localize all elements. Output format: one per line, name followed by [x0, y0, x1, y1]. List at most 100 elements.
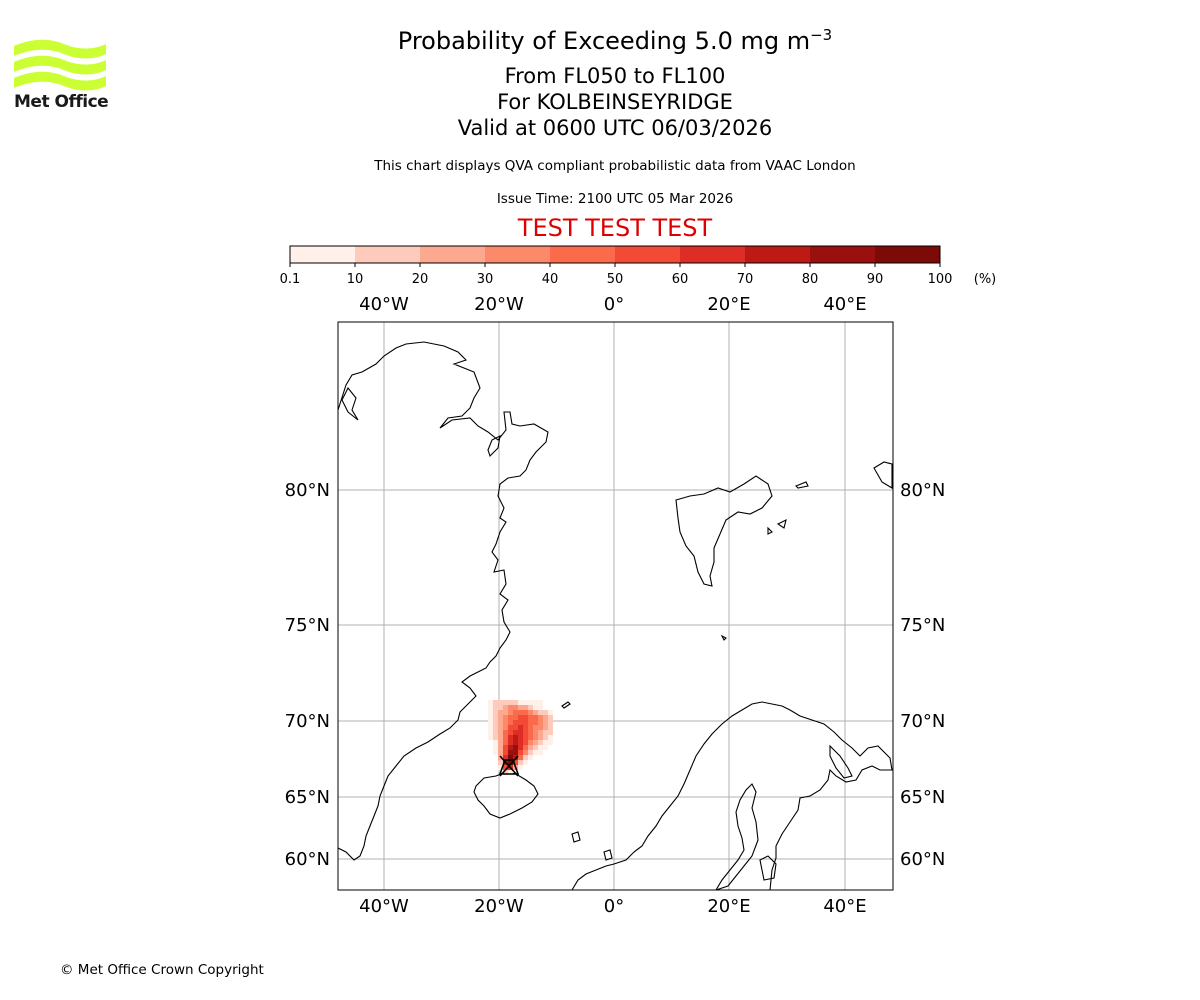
- colorbar-cell: [420, 246, 486, 263]
- plume-cell: [503, 710, 508, 715]
- plume-cell: [493, 700, 498, 705]
- plume-cell: [508, 720, 513, 725]
- plume-cell: [513, 715, 518, 720]
- plume-cell: [543, 720, 548, 725]
- plume-cell: [533, 720, 538, 725]
- plume-cell: [488, 725, 493, 730]
- plume-cell: [518, 750, 523, 755]
- plume-cell: [508, 735, 513, 740]
- plume-cell: [528, 725, 533, 730]
- plume-cell: [498, 760, 503, 765]
- plume-cell: [528, 735, 533, 740]
- title-exponent: −3: [810, 26, 833, 44]
- plume-cell: [543, 735, 548, 740]
- plume-cell: [528, 745, 533, 750]
- plume-cell: [513, 710, 518, 715]
- plume-cell: [538, 705, 543, 710]
- plume-cell: [508, 710, 513, 715]
- plume-cell: [523, 705, 528, 710]
- plume-cell: [488, 730, 493, 735]
- plume-cell: [508, 705, 513, 710]
- plume-cell: [518, 740, 523, 745]
- plume-cell: [528, 740, 533, 745]
- copyright: © Met Office Crown Copyright: [60, 962, 264, 978]
- plume-cell: [543, 715, 548, 720]
- colorbar-tick-label: 0.1: [280, 272, 301, 287]
- colorbar-cell: [810, 246, 876, 263]
- plume-cell: [523, 750, 528, 755]
- colorbar-cell: [290, 246, 356, 263]
- plume-cell: [523, 720, 528, 725]
- flight-level-range: From FL050 to FL100: [504, 64, 726, 88]
- plume-cell: [543, 730, 548, 735]
- plume-cell: [523, 755, 528, 760]
- colorbar-tick-label: 30: [477, 272, 494, 287]
- colorbar-tick-label: 80: [802, 272, 819, 287]
- plume-cell: [518, 755, 523, 760]
- plume-cell: [498, 745, 503, 750]
- lon-label-bottom: 40°E: [823, 896, 866, 917]
- plume-cell: [493, 725, 498, 730]
- plume-cell: [548, 735, 553, 740]
- plume-cell: [503, 735, 508, 740]
- gridlines: [338, 322, 893, 890]
- plume-cell: [523, 715, 528, 720]
- plume-cell: [548, 725, 553, 730]
- plume-cell: [528, 720, 533, 725]
- plume-cell: [503, 740, 508, 745]
- plume-cell: [528, 700, 533, 705]
- plume-cell: [488, 700, 493, 705]
- colorbar-tick-label: 40: [542, 272, 559, 287]
- plume-cell: [498, 715, 503, 720]
- plume-cell: [498, 750, 503, 755]
- volcano-marker-icon: [498, 755, 520, 777]
- plume-cell: [548, 715, 553, 720]
- lon-label-top: 20°E: [707, 294, 750, 315]
- lat-label-right: 80°N: [900, 480, 945, 501]
- plume-cell: [518, 725, 523, 730]
- lat-label-left: 75°N: [285, 615, 330, 636]
- plume-cell: [533, 750, 538, 755]
- coastlines: [338, 341, 893, 890]
- valid-time: Valid at 0600 UTC 06/03/2026: [457, 116, 773, 140]
- plume-cell: [493, 745, 498, 750]
- colorbar-cell: [615, 246, 681, 263]
- colorbar-cell: [550, 246, 616, 263]
- plume-cell: [548, 720, 553, 725]
- probability-plume: [488, 700, 553, 775]
- plume-cell: [528, 750, 533, 755]
- plume-cell: [523, 760, 528, 765]
- issue-time: Issue Time: 2100 UTC 05 Mar 2026: [496, 191, 734, 207]
- lat-label-right: 75°N: [900, 615, 945, 636]
- plume-cell: [523, 710, 528, 715]
- plume-cell: [523, 700, 528, 705]
- svalbard-coast: [675, 475, 773, 587]
- plume-cell: [538, 720, 543, 725]
- plume-cell: [538, 725, 543, 730]
- plume-cell: [493, 740, 498, 745]
- plume-cell: [523, 745, 528, 750]
- plume-cell: [538, 740, 543, 745]
- plume-cell: [518, 705, 523, 710]
- plume-cell: [503, 770, 508, 775]
- title-text: Probability of Exceeding 5.0 mg m: [397, 27, 811, 55]
- plume-cell: [488, 735, 493, 740]
- colorbar-tick-label: 10: [347, 272, 364, 287]
- lat-label-left: 80°N: [285, 480, 330, 501]
- plume-cell: [523, 735, 528, 740]
- plume-cell: [538, 750, 543, 755]
- plume-cell: [523, 725, 528, 730]
- plume-cell: [488, 720, 493, 725]
- plume-cell: [513, 745, 518, 750]
- lat-label-left: 65°N: [285, 787, 330, 808]
- plume-cell: [498, 740, 503, 745]
- plume-cell: [503, 755, 508, 760]
- plume-cell: [508, 730, 513, 735]
- greenland-coast: [338, 341, 549, 861]
- logo-text: Met Office: [14, 92, 109, 112]
- plume-cell: [533, 735, 538, 740]
- plume-cell: [498, 710, 503, 715]
- plume-cell: [508, 770, 513, 775]
- plume-cell: [518, 745, 523, 750]
